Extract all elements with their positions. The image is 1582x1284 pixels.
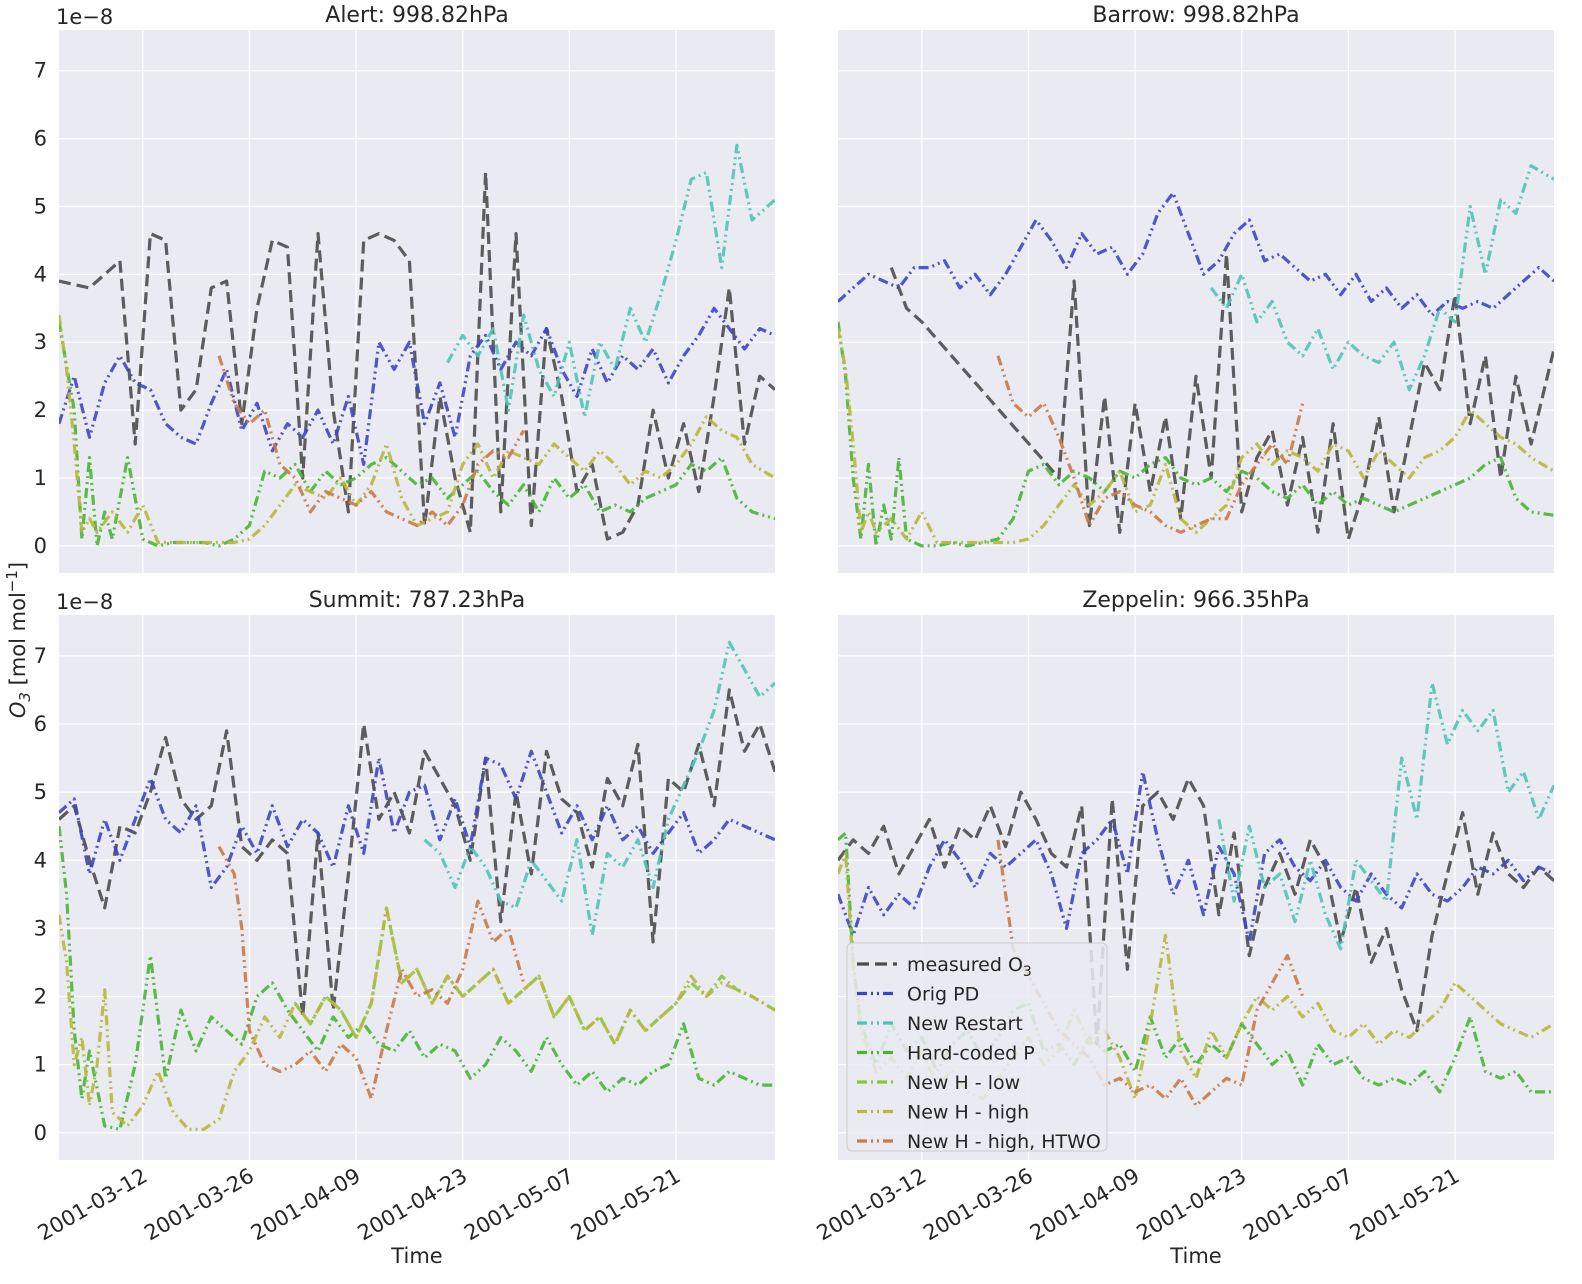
plot-area — [59, 30, 775, 573]
series-line-measured-o3 — [889, 252, 1554, 541]
series-line-orig-pd — [838, 191, 1554, 317]
panel-title: Zeppelin: 966.35hPa — [1082, 588, 1309, 613]
series-line-orig-pd — [59, 749, 775, 890]
x-axis-label: Time — [390, 1244, 442, 1268]
series-line-measured-o3 — [59, 688, 775, 1019]
x-tick-label: 2001-05-07 — [460, 1164, 578, 1246]
series-line-new-h-high-htwo — [996, 355, 1305, 534]
series-line-new-h-high — [59, 314, 775, 545]
legend-entry: New H - low — [907, 1072, 1020, 1094]
series-group — [838, 164, 1554, 548]
y-tick-label: 7 — [34, 644, 47, 668]
series-line-orig-pd — [838, 770, 1554, 944]
panel-3: 2001-03-122001-03-262001-04-092001-04-23… — [813, 588, 1554, 1268]
y-tick-label: 3 — [34, 330, 47, 354]
panel-2: 012345672001-03-122001-03-262001-04-0920… — [34, 588, 775, 1268]
legend-entry: Orig PD — [907, 984, 979, 1006]
series-line-hard-coded-p — [838, 321, 1554, 548]
legend-entry: New H - high — [907, 1102, 1029, 1124]
series-line-new-h-high-htwo — [217, 845, 526, 1101]
x-tick-label: 2001-04-09 — [247, 1164, 365, 1246]
series-group — [59, 640, 775, 1131]
x-tick-label: 2001-03-26 — [140, 1164, 258, 1246]
x-tick-label: 2001-03-26 — [919, 1164, 1037, 1246]
legend-entry: Hard-coded P — [907, 1043, 1035, 1065]
panel-title: Barrow: 998.82hPa — [1092, 3, 1299, 28]
panel-title: Alert: 998.82hPa — [325, 3, 508, 28]
legend-box — [846, 942, 1108, 1152]
x-tick-label: 2001-03-12 — [813, 1164, 931, 1246]
legend-entry: New H - high, HTWO — [907, 1131, 1101, 1153]
series-line-new-restart — [423, 640, 775, 937]
series-line-new-restart — [446, 143, 775, 419]
series-line-hard-coded-p — [59, 321, 775, 548]
y-tick-label: 1 — [34, 1053, 47, 1077]
y-tick-label: 3 — [34, 916, 47, 940]
y-tick-label: 7 — [34, 59, 47, 83]
x-tick-label: 2001-03-12 — [34, 1164, 152, 1246]
x-tick-label: 2001-04-09 — [1026, 1164, 1144, 1246]
series-line-new-h-high — [838, 851, 1554, 1101]
legend-entry: New Restart — [907, 1013, 1023, 1035]
series-line-new-h-high-htwo — [217, 355, 525, 528]
series-line-measured-o3 — [838, 776, 1554, 1046]
panel-0: 0 1 2 3 4 5 6 7 Alert: 998.82hPa 1e−8 — [34, 3, 775, 573]
panel-title: Summit: 787.23hPa — [309, 588, 526, 613]
y-tick-label: 2 — [34, 985, 47, 1009]
y-tick-label: 2 — [34, 398, 47, 422]
y-tick-label: 6 — [34, 127, 47, 151]
y-tick-label: 4 — [34, 848, 47, 872]
series-line-measured-o3 — [59, 170, 775, 541]
legend-entry: measured O3 — [907, 954, 1032, 980]
plot-area — [838, 30, 1554, 573]
series-line-hard-coded-p — [838, 831, 1554, 1094]
x-axis-label: Time — [1169, 1244, 1221, 1268]
series-line-new-restart — [1217, 681, 1554, 951]
plot-area — [59, 615, 775, 1160]
series-group — [59, 143, 775, 548]
x-tick-label: 2001-05-07 — [1239, 1164, 1357, 1246]
y-tick-label: 5 — [34, 194, 47, 218]
y-tick-label: 0 — [34, 534, 47, 558]
y-tick-label: 4 — [34, 262, 47, 286]
offset-label: 1e−8 — [56, 590, 113, 614]
y-tick-label: 1 — [34, 466, 47, 490]
series-line-new-restart — [1209, 164, 1554, 392]
y-tick-label: 6 — [34, 712, 47, 736]
series-line-hard-coded-p — [59, 826, 775, 1131]
x-tick-label: 2001-04-23 — [354, 1164, 472, 1246]
y-tick-label: 0 — [34, 1121, 47, 1145]
legend: measured O3 Orig PD New Restart Hard-coded … — [846, 942, 1108, 1153]
offset-label: 1e−8 — [56, 5, 113, 29]
x-tick-label: 2001-05-21 — [1346, 1164, 1464, 1246]
x-tick-label: 2001-05-21 — [567, 1164, 685, 1246]
x-tick-label: 2001-04-23 — [1133, 1164, 1251, 1246]
panel-1: Barrow: 998.82hPa — [838, 3, 1554, 573]
y-axis-label: O3 [mol mol−1] — [3, 562, 34, 718]
y-tick-label: 5 — [34, 780, 47, 804]
